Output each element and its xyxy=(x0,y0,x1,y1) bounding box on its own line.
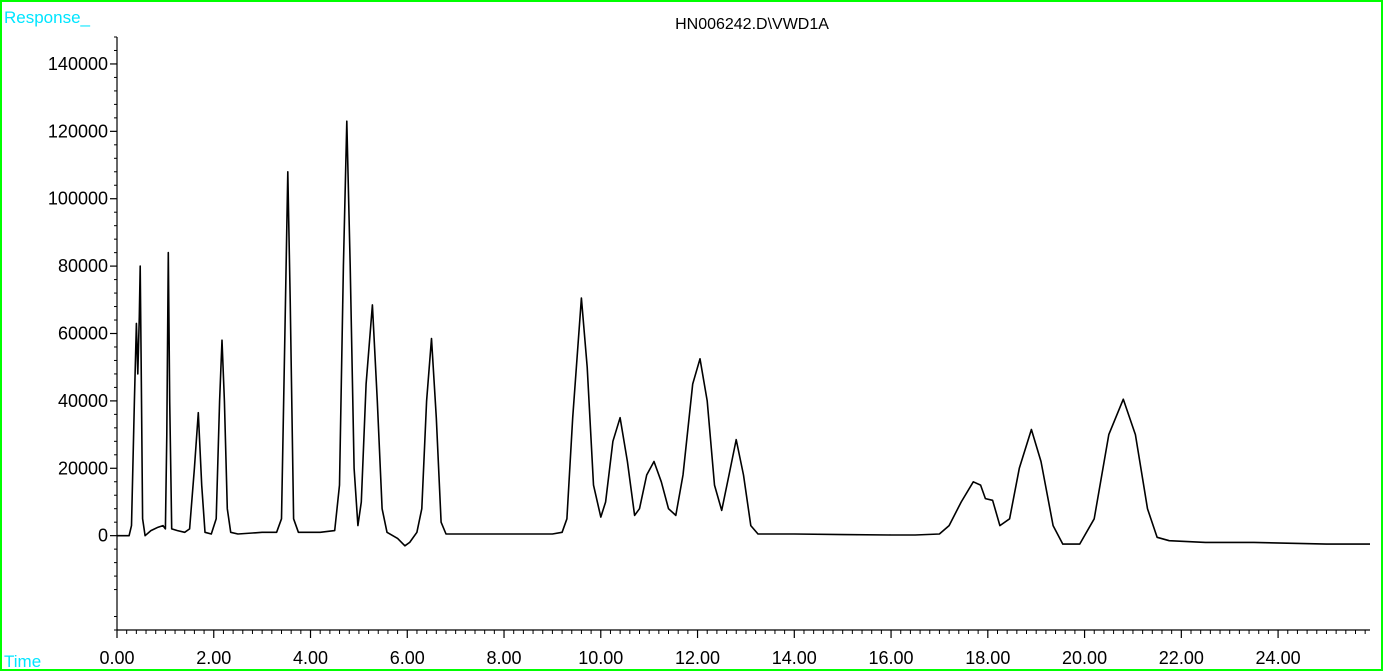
ticks xyxy=(110,36,1366,638)
x-tick-label: 10.00 xyxy=(578,648,623,668)
chart-title: HN006242.D\VWD1A xyxy=(675,16,829,33)
tick-labels: 0 20000 40000 60000 80000 100000 120000 140000 0… xyxy=(48,54,1301,668)
y-tick-label: 120000 xyxy=(48,121,108,141)
x-tick-label: 0.00 xyxy=(99,648,134,668)
y-tick-label: 40000 xyxy=(58,391,108,411)
series-trace xyxy=(117,120,1370,547)
y-tick-label: 60000 xyxy=(58,324,108,344)
y-tick-label: 100000 xyxy=(48,189,108,209)
x-tick-label: 4.00 xyxy=(293,648,328,668)
x-axis-label: Time xyxy=(4,652,42,671)
x-tick-label: 22.00 xyxy=(1159,648,1204,668)
x-tick-label: 16.00 xyxy=(869,648,914,668)
y-tick-label: 20000 xyxy=(58,458,108,478)
y-tick-label: 80000 xyxy=(58,256,108,276)
y-tick-label: 140000 xyxy=(48,54,108,74)
y-tick-label: 0 xyxy=(98,526,108,546)
x-tick-label: 6.00 xyxy=(390,648,425,668)
x-tick-label: 20.00 xyxy=(1062,648,1107,668)
x-tick-label: 24.00 xyxy=(1256,648,1301,668)
series-line-0 xyxy=(117,120,1370,547)
y-axis-label: Response_ xyxy=(4,8,91,27)
x-tick-label: 8.00 xyxy=(487,648,522,668)
x-tick-label: 14.00 xyxy=(772,648,817,668)
x-tick-label: 12.00 xyxy=(675,648,720,668)
x-tick-label: 18.00 xyxy=(965,648,1010,668)
x-tick-label: 2.00 xyxy=(196,648,231,668)
